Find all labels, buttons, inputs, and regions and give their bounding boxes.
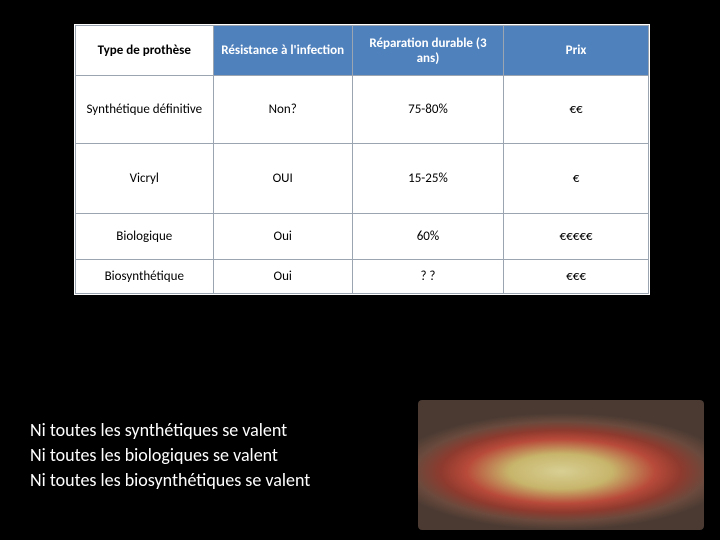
cell-price: €€€€€ bbox=[504, 214, 649, 260]
table-row: Biosynthétique Oui ? ? €€€ bbox=[76, 260, 649, 294]
col-header-price: Prix bbox=[504, 26, 649, 76]
cell-price: €€€ bbox=[504, 260, 649, 294]
table-row: Synthétique définitive Non? 75-80% €€ bbox=[76, 76, 649, 144]
note-line: Ni toutes les biosynthétiques se valent bbox=[30, 468, 310, 493]
cell-resistance: Non? bbox=[213, 76, 352, 144]
note-line: Ni toutes les synthétiques se valent bbox=[30, 418, 310, 443]
note-line: Ni toutes les biologiques se valent bbox=[30, 443, 310, 468]
cell-resistance: Oui bbox=[213, 214, 352, 260]
cell-repair: ? ? bbox=[352, 260, 503, 294]
table-header-row: Type de prothèse Résistance à l'infectio… bbox=[76, 26, 649, 76]
col-header-resistance: Résistance à l'infection bbox=[213, 26, 352, 76]
cell-type: Biosynthétique bbox=[76, 260, 214, 294]
cell-resistance: OUI bbox=[213, 144, 352, 214]
cell-repair: 75-80% bbox=[352, 76, 503, 144]
cell-price: € bbox=[504, 144, 649, 214]
cell-repair: 15-25% bbox=[352, 144, 503, 214]
table: Type de prothèse Résistance à l'infectio… bbox=[75, 25, 649, 294]
cell-type: Vicryl bbox=[76, 144, 214, 214]
cell-type: Synthétique définitive bbox=[76, 76, 214, 144]
clinical-photo bbox=[418, 400, 704, 530]
cell-resistance: Oui bbox=[213, 260, 352, 294]
table-row: Vicryl OUI 15-25% € bbox=[76, 144, 649, 214]
cell-type: Biologique bbox=[76, 214, 214, 260]
cell-price: €€ bbox=[504, 76, 649, 144]
col-header-type: Type de prothèse bbox=[76, 26, 214, 76]
prosthesis-table: Type de prothèse Résistance à l'infectio… bbox=[74, 24, 650, 295]
cell-repair: 60% bbox=[352, 214, 503, 260]
col-header-repair: Réparation durable (3 ans) bbox=[352, 26, 503, 76]
table-row: Biologique Oui 60% €€€€€ bbox=[76, 214, 649, 260]
notes-block: Ni toutes les synthétiques se valent Ni … bbox=[30, 418, 310, 494]
